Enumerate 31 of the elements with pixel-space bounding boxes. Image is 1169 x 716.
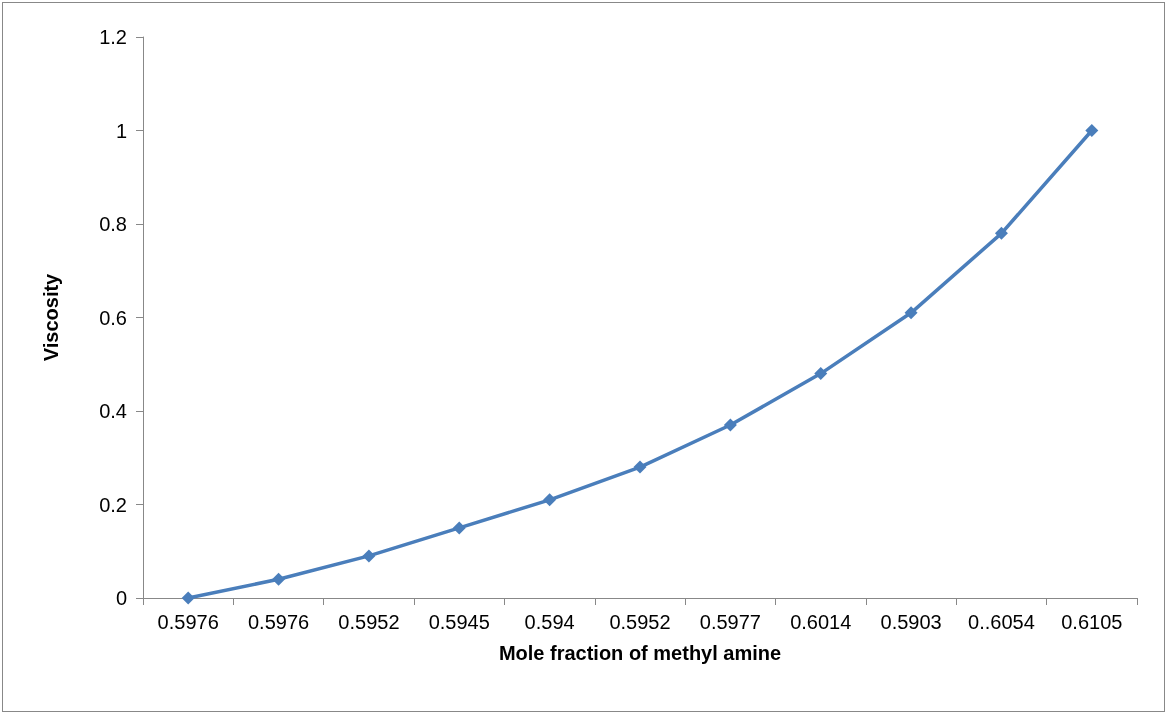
- y-axis-title: Viscosity: [40, 272, 62, 362]
- y-tick-label: 1: [115, 119, 127, 142]
- y-tick-label: 0.4: [99, 400, 127, 422]
- x-tick-label: 0..6054: [968, 611, 1035, 633]
- x-tick-label: 0.5977: [699, 611, 761, 633]
- point: [362, 549, 376, 563]
- point: [723, 418, 737, 432]
- point: [1085, 124, 1099, 137]
- x-tick-label: 0.5945: [428, 611, 490, 633]
- x-tick-label: 0.5976: [157, 611, 219, 633]
- point: [904, 306, 918, 320]
- x-tick-label: 0.5952: [338, 611, 400, 633]
- x-axis-title: Mole fraction of methyl amine: [498, 642, 782, 664]
- point: [994, 226, 1008, 240]
- point: [814, 367, 828, 381]
- y-tick-label: 0.6: [99, 306, 127, 329]
- point: [452, 521, 466, 535]
- point: [633, 460, 647, 474]
- y-tick-label: 0.8: [99, 213, 127, 235]
- x-tick-label: 0.5903: [880, 611, 942, 633]
- x-tick-label: 0.5952: [609, 611, 671, 633]
- y-tick-label: 0.2: [99, 493, 127, 516]
- point: [181, 591, 195, 605]
- y-tick-label: 1.2: [99, 26, 127, 48]
- x-tick-label: 0.5976: [247, 611, 310, 633]
- y-tick-label: 0: [115, 587, 127, 609]
- point: [543, 493, 557, 507]
- x-tick-label: 0.6014: [790, 611, 852, 633]
- point: [272, 572, 286, 586]
- x-tick-label: 0.594: [524, 611, 575, 633]
- x-tick-label: 0.6105: [1061, 611, 1123, 633]
